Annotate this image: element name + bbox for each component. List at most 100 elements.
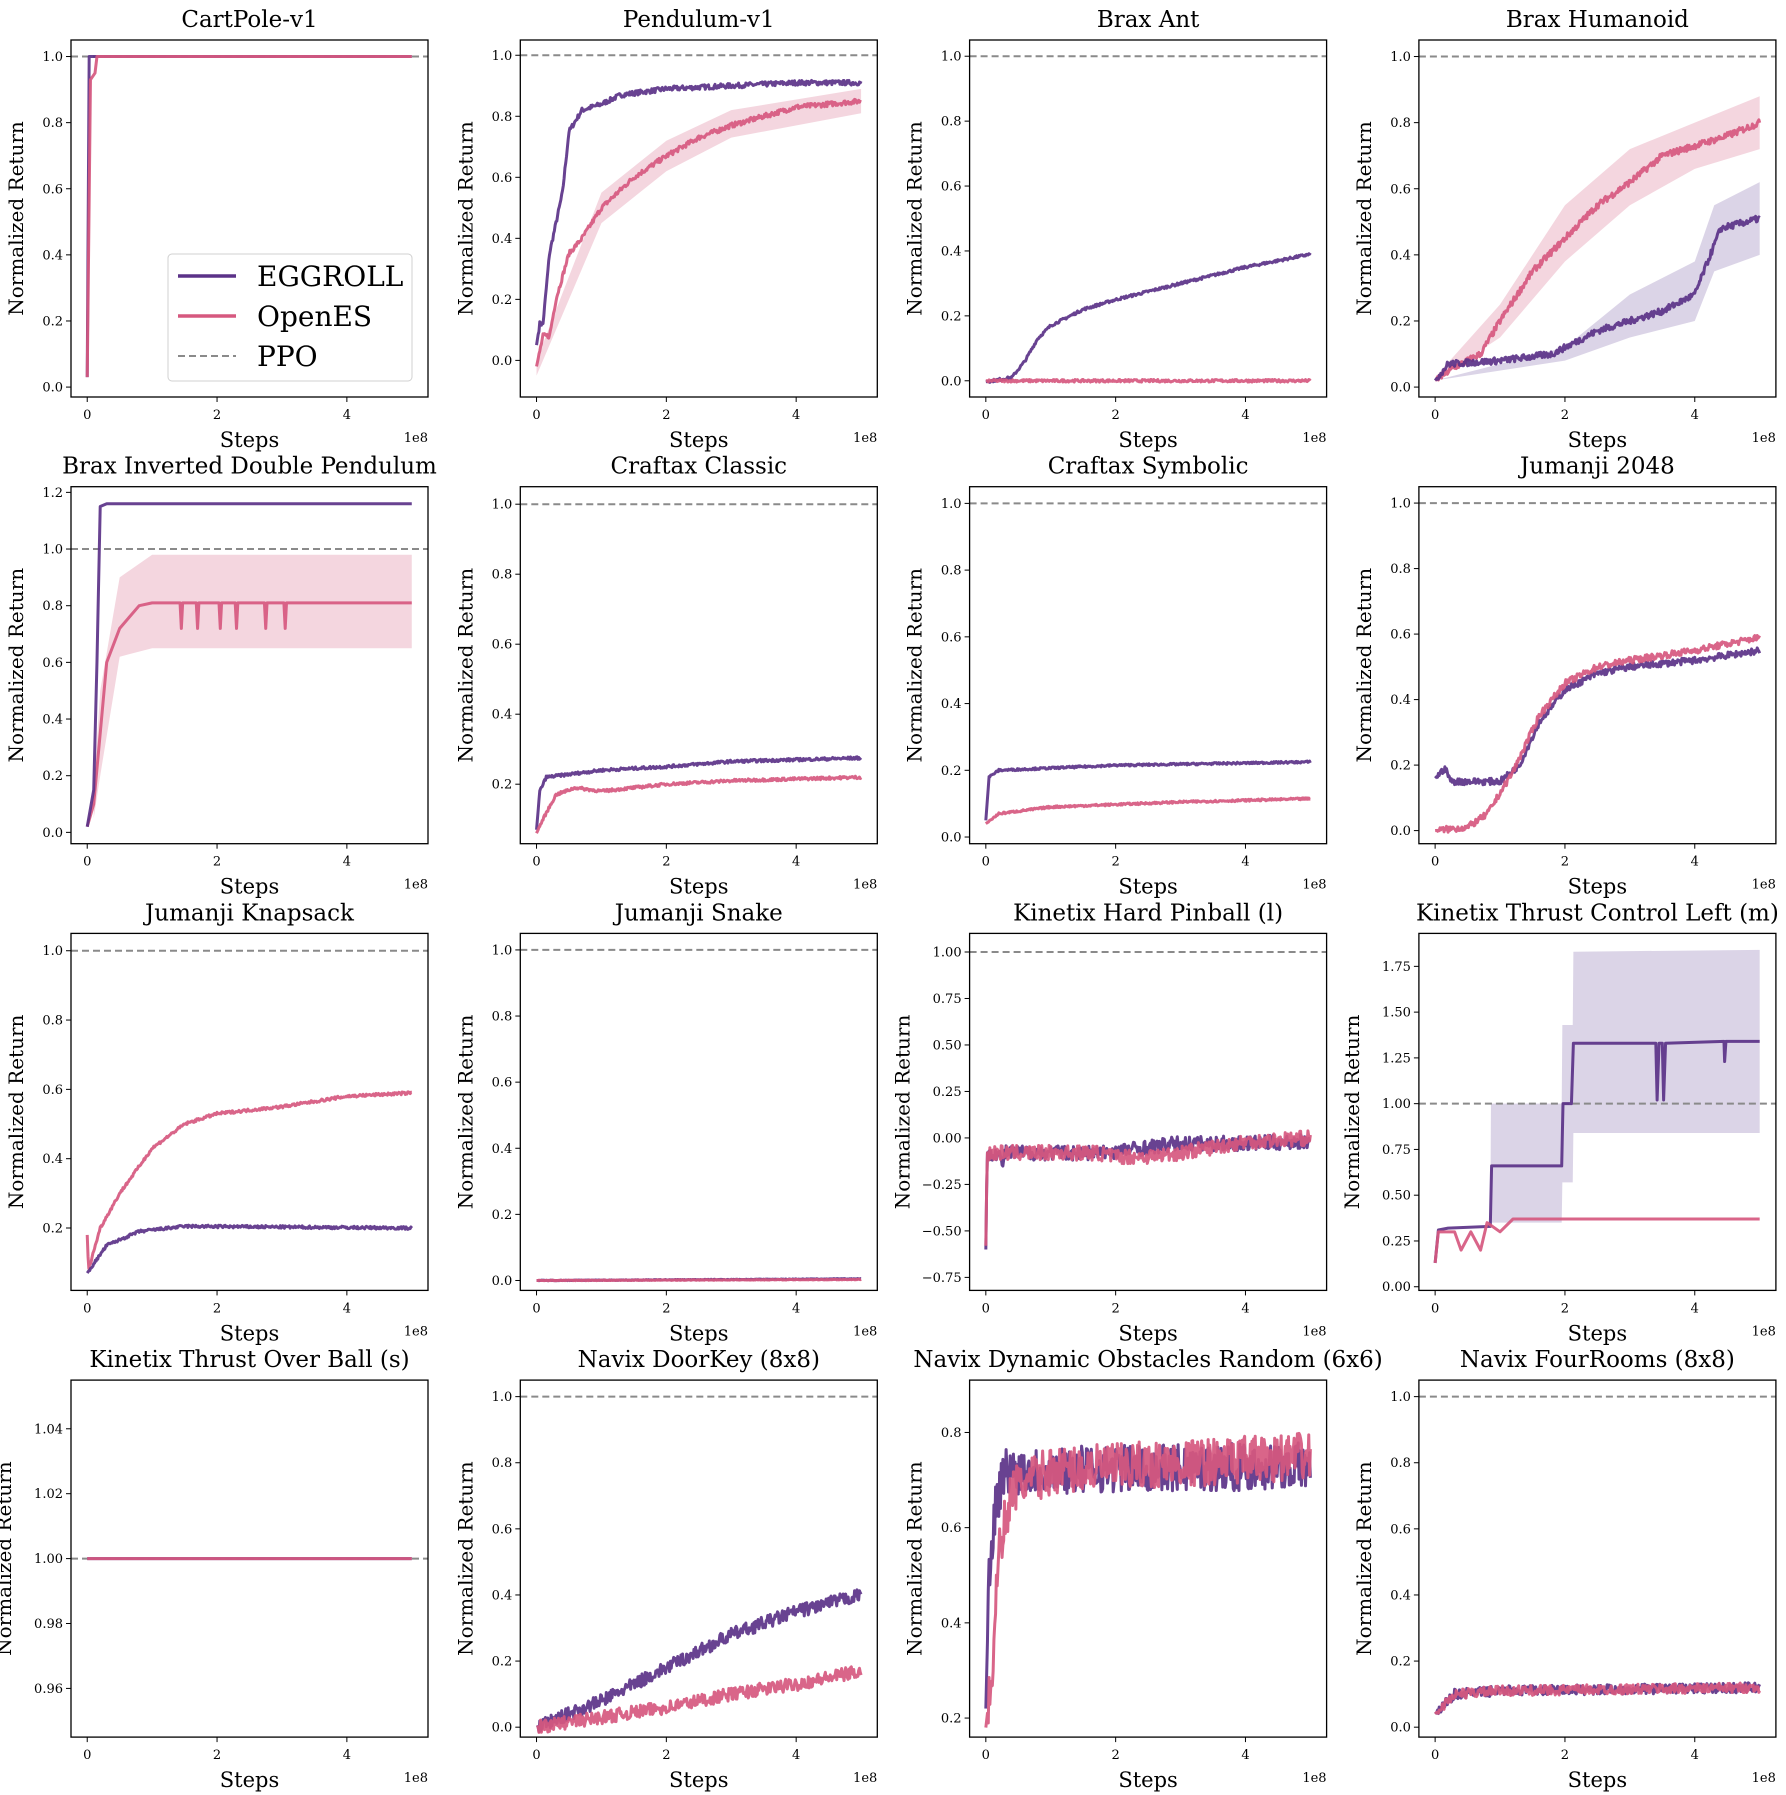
y-tick-label: 1.0 <box>492 49 513 64</box>
subplot-1: 0 2 4 0.0 0.2 0.4 0.6 0.8 1.0 Pendulum-v1 Steps 1e8… <box>453 7 878 452</box>
y-axis-label: Normalized Return <box>453 1014 477 1209</box>
x-scale-label: 1e8 <box>1302 878 1326 893</box>
subplot-6: 0 2 4 0.0 0.2 0.4 0.6 0.8 1.0 Craftax Symbolic Ste… <box>903 454 1328 899</box>
x-scale-label: 1e8 <box>1752 431 1776 446</box>
x-tick-label: 2 <box>213 1748 221 1763</box>
y-tick-label: 0.2 <box>941 1712 962 1727</box>
legend-label-openes: OpenES <box>257 300 372 333</box>
y-tick-label: 1.0 <box>492 1390 513 1405</box>
plot-area <box>1418 949 1776 1264</box>
chart-title: Navix Dynamic Obstacles Random (6x6) <box>913 1347 1382 1373</box>
y-tick-label: 0.2 <box>941 764 962 779</box>
x-tick-label: 0 <box>982 855 990 870</box>
subplot-0: 0 2 4 0.0 0.2 0.4 0.6 0.8 1.0 CartPole-v1 Steps 1e8… <box>4 7 429 452</box>
x-axis-label: Steps <box>669 1321 728 1345</box>
plot-area <box>520 54 878 376</box>
subplot-7: 0 2 4 0.0 0.2 0.4 0.6 0.8 1.0 Jumanji 2048 Steps 1e… <box>1352 454 1777 899</box>
y-tick-label: 0.4 <box>1390 248 1411 263</box>
chart-title: Craftax Classic <box>611 454 788 480</box>
x-axis-label: Steps <box>1568 428 1627 452</box>
y-tick-label: 0.0 <box>1390 1721 1411 1736</box>
y-tick-label: 0.4 <box>492 1142 513 1157</box>
subplot-14: 0 2 4 0.2 0.4 0.6 0.8 Navix Dynamic Obstacles R… <box>903 1347 1383 1792</box>
legend-label-eggroll: EGGROLL <box>257 260 403 293</box>
openes-line <box>535 1277 862 1283</box>
y-tick-label: 0.4 <box>941 1616 962 1631</box>
eggroll-line <box>535 1588 863 1734</box>
y-tick-label: 0.6 <box>492 1522 513 1537</box>
y-axis-label: Normalized Return <box>1352 121 1376 316</box>
x-axis-label: Steps <box>1118 875 1177 899</box>
subplot-13: 0 2 4 0.0 0.2 0.4 0.6 0.8 1.0 Navix DoorKey (8x8)… <box>453 1347 878 1792</box>
x-tick-label: 4 <box>1691 1301 1699 1316</box>
x-tick-label: 4 <box>792 1748 800 1763</box>
y-tick-label: 0.2 <box>42 314 63 329</box>
chart-title: Brax Humanoid <box>1506 7 1689 33</box>
axes-frame <box>70 932 429 1292</box>
x-scale-label: 1e8 <box>853 1324 877 1339</box>
y-tick-label: 1.0 <box>941 50 962 65</box>
subplot-11: 0 2 4 0.00 0.25 0.50 0.75 1.00 1.25 1.50 1.75 Kinet… <box>1340 900 1779 1345</box>
y-tick-label: 1.25 <box>1382 1051 1411 1066</box>
axes-frame <box>519 932 878 1292</box>
chart-title: Navix FourRooms (8x8) <box>1460 1347 1735 1373</box>
y-axis-label: Normalized Return <box>1352 1461 1376 1656</box>
x-tick-label: 4 <box>1691 1748 1699 1763</box>
subplot-10: 0 2 4 −0.75 −0.50 −0.25 0.00 0.25 0.50 0.75 1.00 Ki… <box>891 900 1328 1345</box>
y-tick-label: 0.75 <box>933 992 962 1007</box>
y-tick-label: 1.50 <box>1382 1006 1411 1021</box>
plot-area <box>520 503 878 834</box>
x-tick-label: 4 <box>1241 408 1249 423</box>
x-tick-label: 4 <box>1241 1748 1249 1763</box>
x-axis-label: Steps <box>1118 1321 1177 1345</box>
plot-area <box>71 502 428 828</box>
y-tick-label: 0.8 <box>1390 562 1411 577</box>
y-tick-label: 0.8 <box>492 1010 513 1025</box>
y-tick-label: 0.0 <box>42 381 63 396</box>
y-tick-label: 0.4 <box>492 1588 513 1603</box>
y-tick-label: 0.4 <box>42 713 63 728</box>
y-tick-label: 1.0 <box>941 497 962 512</box>
y-tick-label: 0.2 <box>492 778 513 793</box>
x-tick-label: 0 <box>1431 1301 1439 1316</box>
x-axis-label: Steps <box>669 875 728 899</box>
x-scale-label: 1e8 <box>404 1324 428 1339</box>
x-tick-label: 4 <box>1691 855 1699 870</box>
x-tick-label: 2 <box>213 855 221 870</box>
x-tick-label: 0 <box>1431 1748 1439 1763</box>
y-tick-label: 0.6 <box>941 1521 962 1536</box>
x-axis-label: Steps <box>220 1768 279 1792</box>
x-tick-label: 2 <box>213 1301 221 1316</box>
y-axis-label: Normalized Return <box>4 121 28 316</box>
y-tick-label: 0.8 <box>1390 1456 1411 1471</box>
y-tick-label: 0.8 <box>42 1014 63 1029</box>
y-tick-label: 0.98 <box>34 1617 63 1632</box>
y-tick-label: 0.6 <box>1390 1522 1411 1537</box>
legend-label-ppo: PPO <box>257 340 318 373</box>
x-scale-label: 1e8 <box>853 878 877 893</box>
y-tick-label: 0.00 <box>1382 1280 1411 1295</box>
axes-frame <box>1418 1379 1777 1738</box>
x-tick-label: 4 <box>1241 1301 1249 1316</box>
y-tick-label: 1.0 <box>42 543 63 558</box>
y-tick-label: −0.25 <box>922 1178 962 1193</box>
y-tick-label: 0.2 <box>42 1222 63 1237</box>
y-tick-label: 0.0 <box>941 374 962 389</box>
x-tick-label: 0 <box>532 855 540 870</box>
eggroll-line <box>1433 214 1761 382</box>
y-tick-label: 0.6 <box>492 638 513 653</box>
y-tick-label: 0.2 <box>1390 1655 1411 1670</box>
x-scale-label: 1e8 <box>1302 1324 1326 1339</box>
y-tick-label: 1.00 <box>34 1552 63 1567</box>
y-tick-label: 0.8 <box>941 115 962 130</box>
plot-area <box>520 1395 878 1734</box>
y-tick-label: 0.4 <box>1390 693 1411 708</box>
x-axis-label: Steps <box>220 428 279 452</box>
subplot-12: 0 2 4 0.96 0.98 1.00 1.02 1.04 Kinetix Thrust Ov… <box>0 1347 429 1792</box>
y-tick-label: 0.0 <box>1390 381 1411 396</box>
openes-line <box>85 55 412 378</box>
chart-title: Pendulum-v1 <box>623 7 775 33</box>
openes-line <box>1433 1217 1760 1264</box>
y-tick-label: 1.0 <box>42 944 63 959</box>
